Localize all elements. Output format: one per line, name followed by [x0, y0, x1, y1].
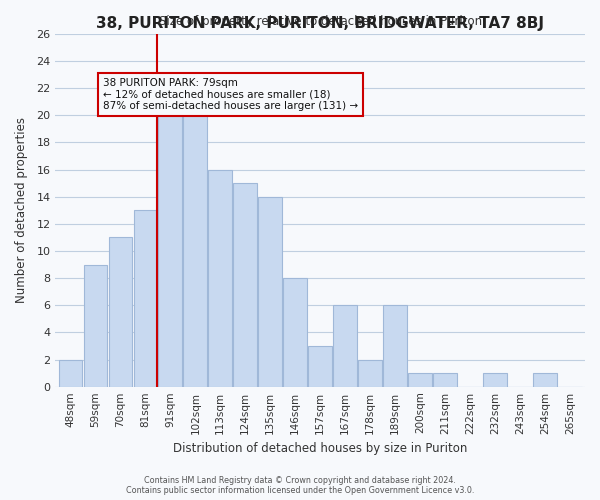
Bar [383, 305, 407, 386]
Text: Contains HM Land Registry data © Crown copyright and database right 2024.
Contai: Contains HM Land Registry data © Crown c… [126, 476, 474, 495]
Y-axis label: Number of detached properties: Number of detached properties [15, 117, 28, 303]
Bar [483, 373, 507, 386]
X-axis label: Distribution of detached houses by size in Puriton: Distribution of detached houses by size … [173, 442, 467, 455]
Bar [158, 115, 182, 386]
Bar [259, 196, 282, 386]
Bar [408, 373, 432, 386]
Bar [283, 278, 307, 386]
Text: Size of property relative to detached houses in Puriton: Size of property relative to detached ho… [158, 16, 482, 28]
Bar [184, 102, 207, 387]
Bar [233, 183, 257, 386]
Bar [83, 264, 107, 386]
Title: 38, PURITON PARK, PURITON, BRIDGWATER, TA7 8BJ: 38, PURITON PARK, PURITON, BRIDGWATER, T… [96, 16, 544, 31]
Bar [308, 346, 332, 387]
Bar [433, 373, 457, 386]
Bar [59, 360, 82, 386]
Bar [109, 238, 132, 386]
Bar [533, 373, 557, 386]
Text: 38 PURITON PARK: 79sqm
← 12% of detached houses are smaller (18)
87% of semi-det: 38 PURITON PARK: 79sqm ← 12% of detached… [103, 78, 358, 111]
Bar [358, 360, 382, 386]
Bar [134, 210, 157, 386]
Bar [208, 170, 232, 386]
Bar [334, 305, 357, 386]
